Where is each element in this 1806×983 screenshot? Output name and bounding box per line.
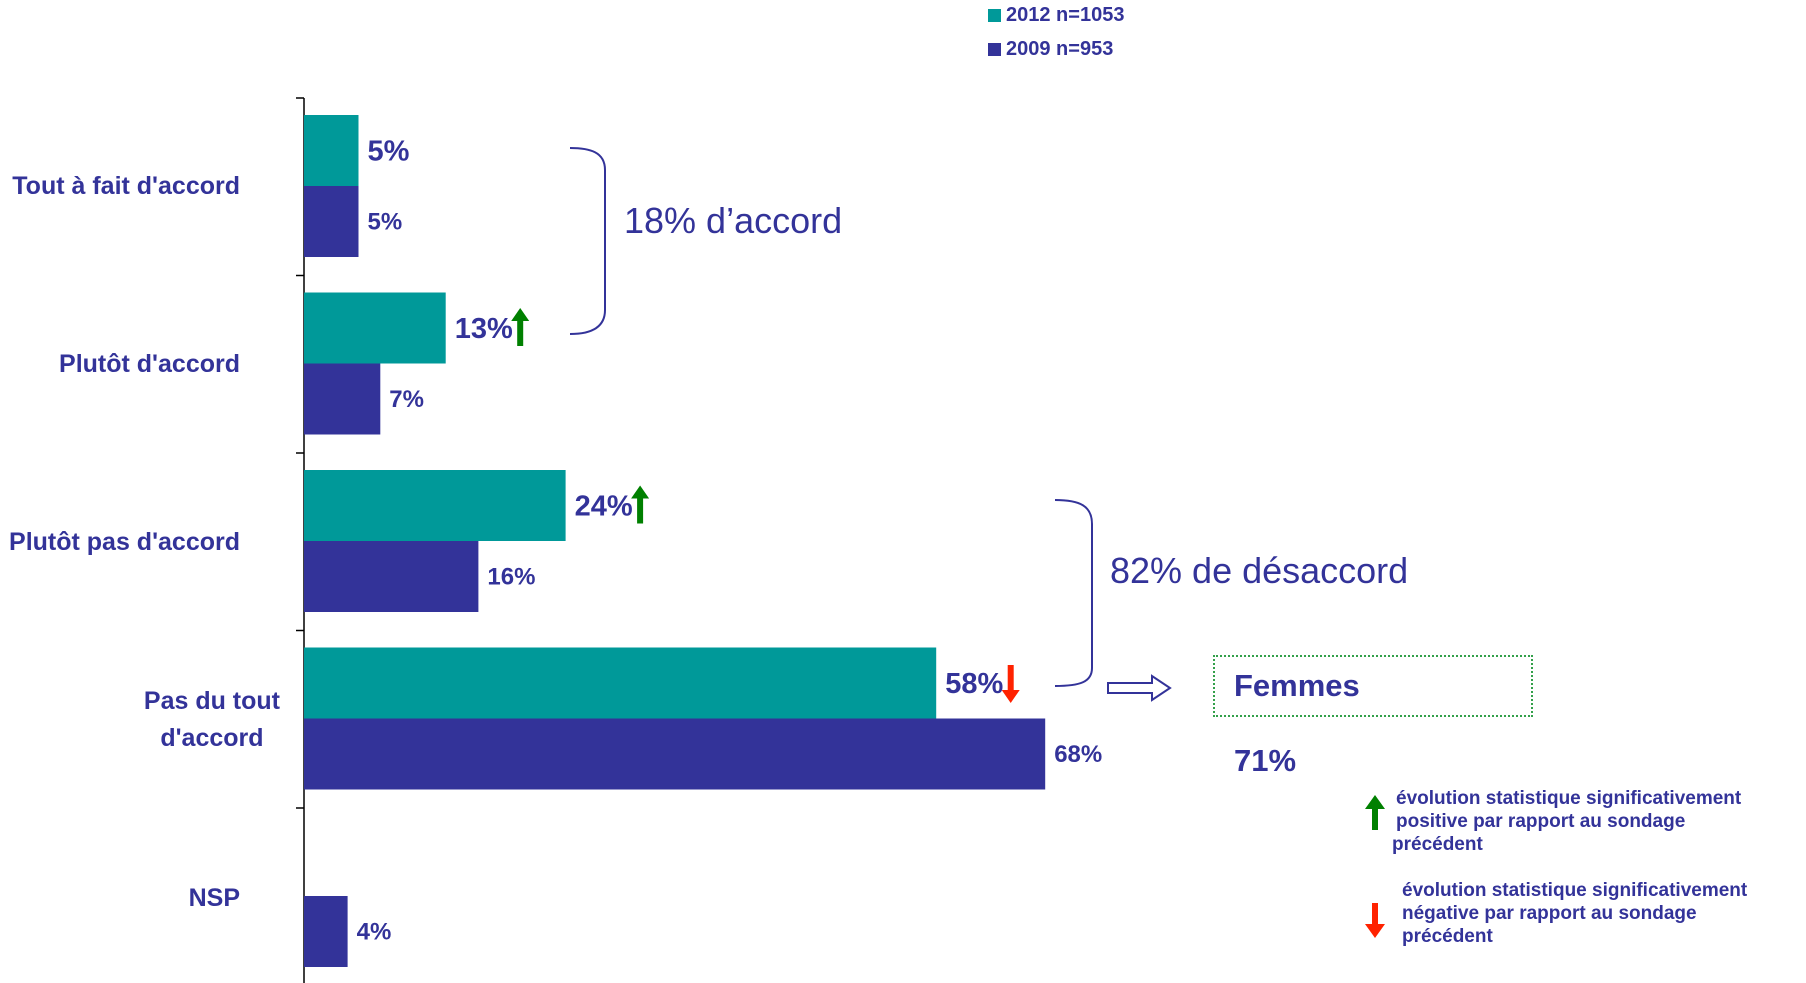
value-label-2012-3: 58% [945,668,1003,700]
legend-label-2009: 2009 n=953 [1006,38,1114,60]
agree-bracket [569,147,606,335]
bar-2009-1 [304,363,381,435]
bar-2012-2 [304,470,566,541]
disagree-total-label: 82% de désaccord [1110,550,1409,591]
bar-2009-2 [304,541,479,612]
femmes-value: 71% [1234,743,1297,778]
category-label-plutot-accord: Plutôt d'accord [59,350,240,378]
note-up-text: évolution statistique significativement … [1392,788,1742,855]
value-labels-group: 5% 5% 13% 7% 24% 16% 58% 68% 4% [357,136,1103,946]
value-label-2009-2: 16% [487,564,535,591]
bar-2012-0 [304,115,359,186]
femmes-callout-box [1213,655,1533,717]
femmes-pointer-arrow-icon [1107,674,1172,702]
category-axis [296,97,305,983]
legend-label-2012: 2012 n=1053 [1006,4,1125,26]
bar-2009-4 [304,896,348,967]
note-down-text: évolution statistique significativement … [1402,880,1748,947]
femmes-title: Femmes [1234,668,1360,703]
agree-total-label: 18% d’accord [624,200,843,241]
value-label-2012-2: 24% [575,491,633,523]
bar-2009-3 [304,718,1046,790]
value-label-2009-4: 4% [357,919,392,946]
value-label-2012-1: 13% [455,313,513,345]
trend-up-arrow-icon [511,308,530,346]
legend-item-2009: 2009 n=953 [988,38,1113,61]
trend-down-arrow-icon [1001,665,1020,703]
category-label-plutot-pas: Plutôt pas d'accord [9,528,240,556]
value-label-2009-3: 68% [1054,741,1102,768]
value-label-2009-1: 7% [389,386,424,413]
legend-swatch-2009 [988,43,1001,56]
bar-2009-0 [304,186,359,257]
trend-up-arrow-icon [631,485,650,524]
legend-item-2012: 2012 n=1053 [988,4,1124,27]
note-up-arrow-icon [1365,795,1385,830]
legend-swatch-2012 [988,9,1001,22]
bars-group [304,115,1046,967]
value-label-2012-0: 5% [368,136,410,168]
bar-2012-1 [304,292,446,364]
category-label-nsp: NSP [188,884,240,912]
disagree-bracket [1054,499,1093,687]
value-label-2009-0: 5% [368,209,403,236]
note-down-arrow-icon [1365,903,1385,938]
bar-2012-3 [304,647,937,719]
trend-arrows-group [511,308,1020,703]
category-label-pas-du-tout: Pas du tout d'accord [143,687,280,752]
category-label-tout-a-fait: Tout à fait d'accord [12,172,240,200]
